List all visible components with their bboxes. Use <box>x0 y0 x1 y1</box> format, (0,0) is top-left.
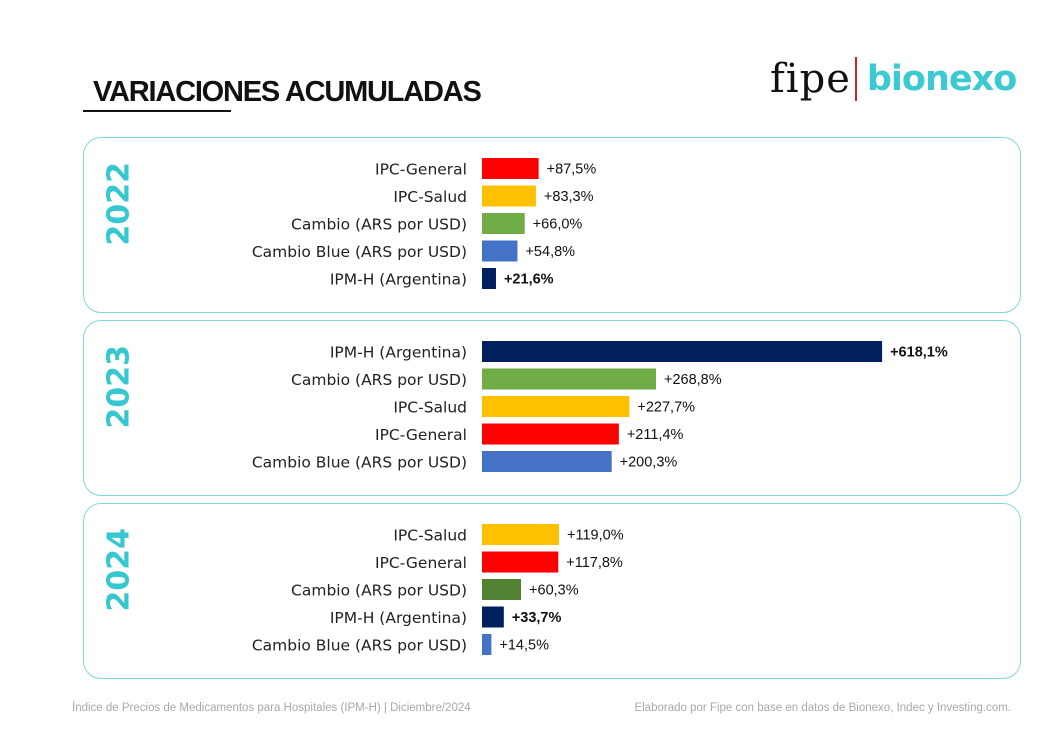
bar-2023-ipm-h-argentina <box>482 341 883 362</box>
fipe-bionexo-logo: fipe bionexo <box>770 56 1017 108</box>
category-label-2023-cambio-ars-por-usd: Cambio (ARS por USD) <box>291 371 467 389</box>
panel-2023: 2023 IPM-H (Argentina) +618,1% Cambio (ARS… <box>83 320 1021 496</box>
category-label-2022-cambio-blue-ars-por-usd: Cambio Blue (ARS por USD) <box>252 243 467 261</box>
category-label-2023-ipc-salud: IPC-Salud <box>393 399 467 417</box>
value-label-2024-ipc-salud: +119,0% <box>567 528 624 544</box>
bar-2024-cambio-ars-por-usd <box>482 579 522 600</box>
value-label-2024-ipm-h-argentina: +33,7% <box>512 610 562 626</box>
value-label-2022-cambio-blue-ars-por-usd: +54,8% <box>525 244 575 260</box>
category-label-2024-cambio-ars-por-usd: Cambio (ARS por USD) <box>291 582 467 600</box>
bar-2023-cambio-blue-ars-por-usd <box>482 451 612 472</box>
logo-bionexo-text: bionexo <box>866 59 1017 99</box>
logo-fipe-text: fipe <box>770 56 851 102</box>
page-title: VARIACIONES ACUMULADAS <box>93 76 482 108</box>
bar-2022-cambio-ars-por-usd <box>482 213 525 234</box>
value-label-2024-ipc-general: +117,8% <box>566 555 623 571</box>
panel-2022: 2022 IPC-General +87,5% IPC-Salud +83,3% Cam… <box>83 137 1021 313</box>
category-label-2023-ipc-general: IPC-General <box>375 426 467 444</box>
category-label-2022-cambio-ars-por-usd: Cambio (ARS por USD) <box>291 216 467 234</box>
title-underline <box>83 110 231 112</box>
value-label-2024-cambio-blue-ars-por-usd: +14,5% <box>499 638 549 654</box>
bar-chart-2022: IPC-General +87,5% IPC-Salud +83,3% Cambio (… <box>252 158 597 289</box>
bar-2022-ipc-general <box>482 158 539 179</box>
value-label-2022-ipc-general: +87,5% <box>547 162 597 178</box>
bar-2023-ipc-salud <box>482 396 630 417</box>
bar-2022-cambio-blue-ars-por-usd <box>482 240 518 262</box>
value-label-2022-ipc-salud: +83,3% <box>544 189 594 205</box>
value-label-2023-ipm-h-argentina: +618,1% <box>890 345 948 361</box>
value-label-2023-ipc-salud: +227,7% <box>637 400 695 416</box>
category-label-2024-cambio-blue-ars-por-usd: Cambio Blue (ARS por USD) <box>252 637 467 655</box>
category-label-2022-ipc-general: IPC-General <box>375 161 467 179</box>
bar-2022-ipc-salud <box>482 185 536 207</box>
bar-chart-2023: IPM-H (Argentina) +618,1% Cambio (ARS por … <box>252 341 948 472</box>
value-label-2023-ipc-general: +211,4% <box>627 427 684 443</box>
logo-separator <box>854 57 857 101</box>
category-label-2022-ipm-h-argentina: IPM-H (Argentina) <box>330 271 467 289</box>
category-label-2023-ipm-h-argentina: IPM-H (Argentina) <box>330 344 467 362</box>
bar-2024-ipm-h-argentina <box>482 606 504 628</box>
bar-2024-cambio-blue-ars-por-usd <box>482 634 492 655</box>
value-label-2023-cambio-ars-por-usd: +268,8% <box>664 372 722 388</box>
bar-2023-ipc-general <box>482 423 619 445</box>
value-label-2023-cambio-blue-ars-por-usd: +200,3% <box>620 455 678 471</box>
category-label-2024-ipm-h-argentina: IPM-H (Argentina) <box>330 609 467 627</box>
value-label-2022-ipm-h-argentina: +21,6% <box>504 272 554 288</box>
panel-2024: 2024 IPC-Salud +119,0% IPC-General +117,8% C… <box>83 503 1021 679</box>
footer-source-right: Elaborado por Fipe con base en datos de … <box>634 702 1011 714</box>
bar-2024-ipc-general <box>482 551 559 573</box>
category-label-2024-ipc-salud: IPC-Salud <box>393 527 467 545</box>
footer-source-left: Índice de Precios de Medicamentos para H… <box>72 702 471 714</box>
bar-2024-ipc-salud <box>482 524 560 545</box>
category-label-2024-ipc-general: IPC-General <box>375 554 467 572</box>
value-label-2022-cambio-ars-por-usd: +66,0% <box>533 217 583 233</box>
bar-chart-2024: IPC-Salud +119,0% IPC-General +117,8% Cambio… <box>252 524 624 655</box>
bar-2023-cambio-ars-por-usd <box>482 368 656 390</box>
category-label-2023-cambio-blue-ars-por-usd: Cambio Blue (ARS por USD) <box>252 454 467 472</box>
category-label-2022-ipc-salud: IPC-Salud <box>393 188 467 206</box>
bar-2022-ipm-h-argentina <box>482 268 496 289</box>
value-label-2024-cambio-ars-por-usd: +60,3% <box>529 583 579 599</box>
